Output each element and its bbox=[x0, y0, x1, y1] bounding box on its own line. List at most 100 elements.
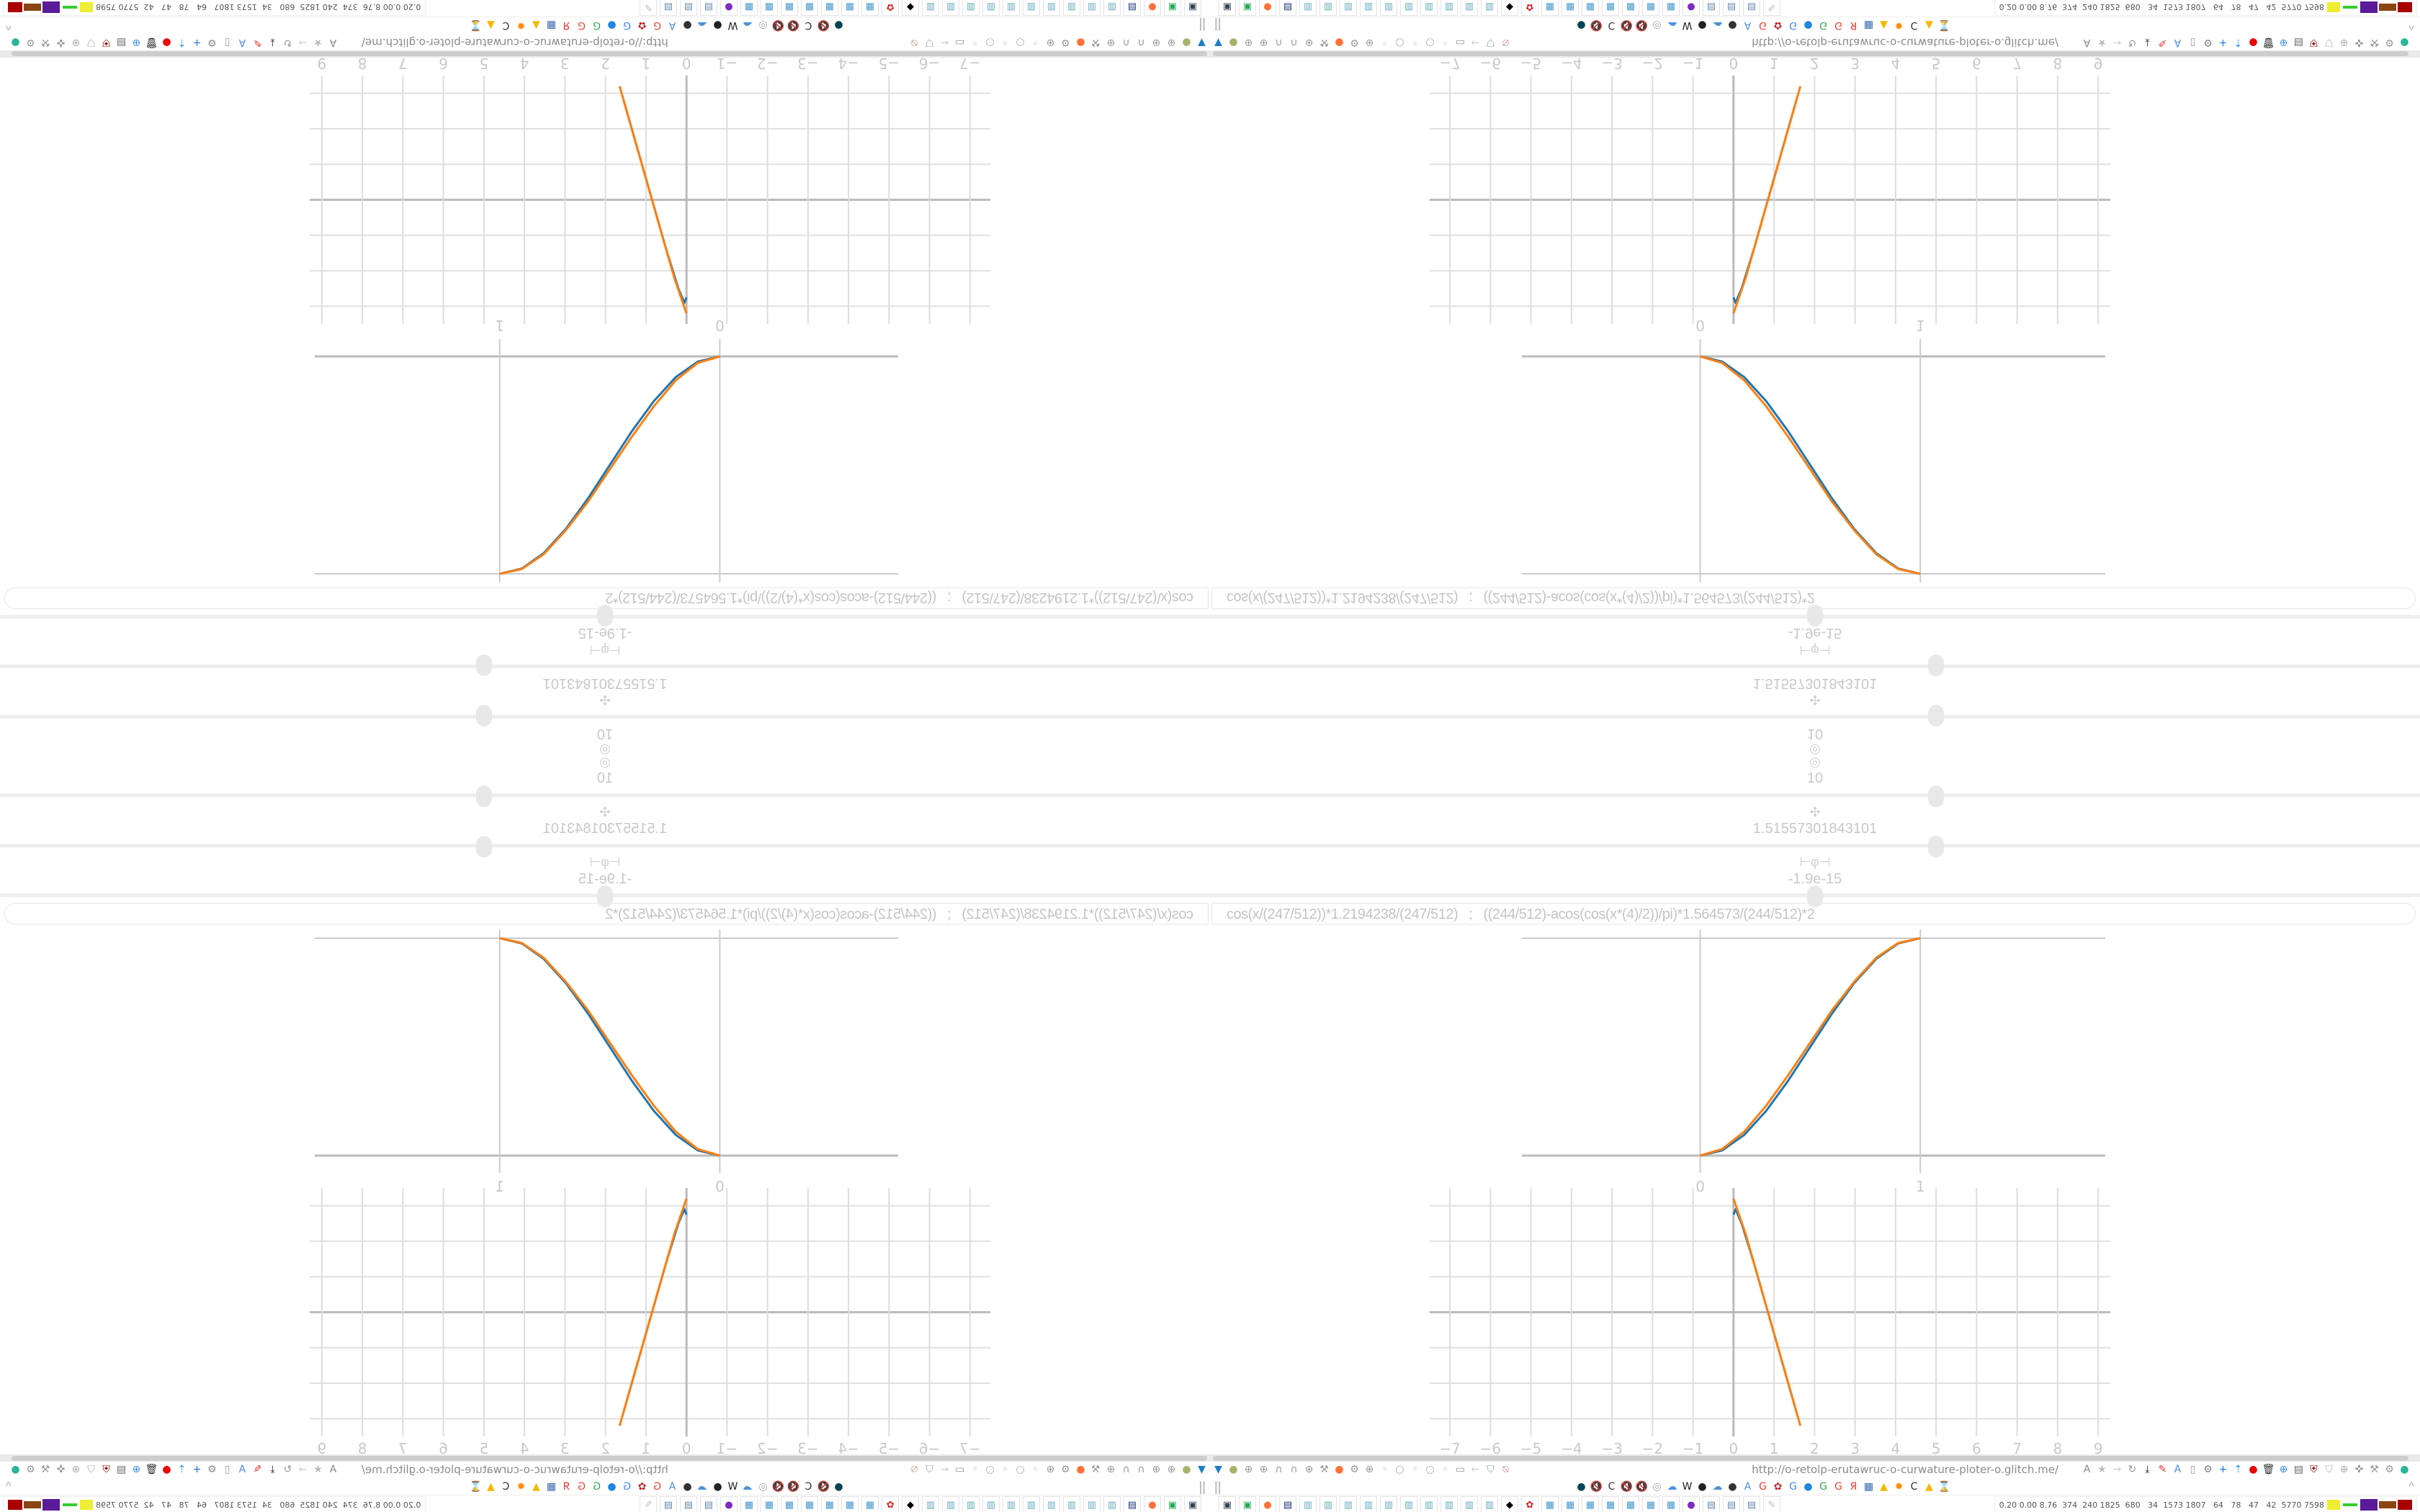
url-bar[interactable]: http://o-retolp-erutawruc-o-curwature-pl… bbox=[340, 36, 906, 50]
globe-icon[interactable]: ⊕ bbox=[1167, 1464, 1176, 1475]
paint-icon[interactable]: ✎ bbox=[1763, 0, 1780, 16]
headphones-icon[interactable]: ∩ bbox=[1275, 37, 1283, 48]
cc-icon[interactable]: C bbox=[1608, 19, 1615, 31]
calculator-icon[interactable]: ▦ bbox=[801, 1496, 818, 1512]
record-icon[interactable]: ● bbox=[2249, 37, 2258, 48]
globe-icon[interactable]: ⊕ bbox=[2279, 1464, 2288, 1475]
notepad-icon[interactable]: ▥ bbox=[1043, 0, 1060, 16]
pause-button[interactable]: || bbox=[1214, 18, 1222, 33]
yandex-icon[interactable]: Я bbox=[1850, 19, 1857, 31]
globe-icon[interactable]: ⊕ bbox=[1304, 37, 1314, 48]
circle-icon[interactable]: ○ bbox=[1425, 37, 1435, 48]
cloud-icon[interactable]: ☁ bbox=[1712, 1481, 1723, 1493]
tor-icon[interactable]: ● bbox=[1682, 1496, 1700, 1512]
settings-icon[interactable]: ⚙ bbox=[26, 1464, 35, 1475]
notepad-icon[interactable]: ▥ bbox=[1003, 1496, 1020, 1512]
gear-red-icon[interactable]: ✿ bbox=[1521, 0, 1538, 16]
tor-icon[interactable]: ● bbox=[720, 0, 738, 16]
notepad-icon[interactable]: ▥ bbox=[962, 1496, 980, 1512]
slider-0-knob[interactable] bbox=[476, 786, 492, 807]
google-icon[interactable]: G bbox=[1759, 19, 1767, 31]
circle-icon[interactable]: ○ bbox=[1425, 1464, 1435, 1475]
url-bar[interactable]: http://o-retolp-erutawruc-o-curwature-pl… bbox=[1514, 36, 2080, 50]
mute-icon[interactable]: 🔇 bbox=[1590, 19, 1603, 31]
cc-icon[interactable]: C bbox=[805, 1481, 812, 1493]
settings-icon[interactable]: ⚙ bbox=[26, 37, 35, 48]
extension-green-icon[interactable]: ● bbox=[1229, 1464, 1238, 1475]
user-blocked-icon[interactable]: ⍉ bbox=[911, 1464, 918, 1475]
grid-icon[interactable]: ▦ bbox=[1863, 1481, 1874, 1493]
hourglass-icon[interactable]: ⌛ bbox=[1937, 19, 1951, 31]
calculator-icon[interactable]: ▦ bbox=[821, 1496, 838, 1512]
calculator-icon[interactable]: ▦ bbox=[1561, 0, 1579, 16]
calculator-icon[interactable]: ▦ bbox=[1622, 1496, 1639, 1512]
reload-icon[interactable]: ↻ bbox=[2128, 37, 2137, 48]
calculator-icon[interactable]: ▦ bbox=[781, 0, 798, 16]
plus-icon[interactable]: + bbox=[2218, 1464, 2228, 1475]
firefox-icon[interactable]: ● bbox=[1144, 1496, 1161, 1512]
headphones-icon[interactable]: ∩ bbox=[1137, 37, 1145, 48]
wrench-icon[interactable]: ⚒ bbox=[2370, 37, 2379, 48]
notepad-icon[interactable]: ▥ bbox=[1481, 0, 1498, 16]
cloud-icon[interactable]: ☁ bbox=[1712, 19, 1723, 31]
google-icon[interactable]: G bbox=[1819, 19, 1827, 31]
status-dot-icon[interactable]: ● bbox=[2400, 37, 2409, 48]
translate-icon[interactable]: A bbox=[2083, 37, 2091, 48]
globe-icon[interactable]: ⊕ bbox=[1152, 1464, 1161, 1475]
gear-icon[interactable]: ⚙ bbox=[1350, 37, 1359, 48]
globe-icon[interactable]: ⊕ bbox=[2339, 1464, 2349, 1475]
puzzle-icon[interactable]: ✜ bbox=[56, 1464, 66, 1475]
dot-icon[interactable]: ◦ bbox=[972, 37, 978, 48]
notepad-icon[interactable]: ▥ bbox=[1083, 0, 1101, 16]
wave-icon[interactable]: ● bbox=[1698, 19, 1707, 31]
gear-icon[interactable]: ⚙ bbox=[207, 1464, 217, 1475]
notepad-icon[interactable]: ▥ bbox=[1319, 0, 1337, 16]
notepad-icon[interactable]: ▥ bbox=[1420, 1496, 1438, 1512]
mute-icon[interactable]: 🔇 bbox=[817, 19, 830, 31]
sun-icon[interactable]: ✹ bbox=[1894, 19, 1904, 31]
globe-icon[interactable]: ⊕ bbox=[1046, 37, 1055, 48]
notepad-icon[interactable]: ▥ bbox=[1340, 0, 1357, 16]
slider-0-knob[interactable] bbox=[1928, 786, 1944, 807]
slider-1-track[interactable] bbox=[0, 844, 1210, 847]
url-text[interactable]: http://o-retolp-erutawruc-o-curwature-pl… bbox=[362, 36, 668, 50]
ublock-icon[interactable]: ⛨ bbox=[102, 37, 110, 48]
cloud-icon[interactable]: ☁ bbox=[697, 1481, 708, 1493]
google-icon[interactable]: G bbox=[1789, 19, 1797, 31]
globe-icon[interactable]: ⊕ bbox=[1259, 37, 1268, 48]
slider-0-track[interactable] bbox=[1210, 715, 2420, 719]
flower-icon[interactable]: ✿ bbox=[1773, 19, 1783, 31]
formula-input[interactable]: cos(x/(247/512))*1.2194238/(247/512) ; (… bbox=[1211, 588, 2416, 609]
wrench-icon[interactable]: ⚒ bbox=[41, 1464, 50, 1475]
plus-icon[interactable]: + bbox=[192, 1464, 202, 1475]
archive-icon[interactable]: ▤ bbox=[116, 1464, 127, 1475]
terminal-icon[interactable]: ▣ bbox=[1239, 0, 1256, 16]
headphones-icon[interactable]: ∩ bbox=[1290, 37, 1298, 48]
drop-icon[interactable]: ● bbox=[607, 1481, 617, 1493]
upload-icon[interactable]: ⇡ bbox=[2233, 37, 2243, 48]
slider-1-track[interactable] bbox=[1210, 844, 2420, 847]
headphones-icon[interactable]: ∩ bbox=[1122, 1464, 1130, 1475]
slider-2-knob[interactable] bbox=[1807, 886, 1823, 907]
globe-icon[interactable]: ⊕ bbox=[1365, 1464, 1374, 1475]
star-icon[interactable]: ★ bbox=[313, 37, 323, 48]
trash-icon[interactable]: 🗑 bbox=[2262, 37, 2275, 48]
monitor-icon[interactable]: ▣ bbox=[1219, 1496, 1236, 1512]
plus-icon[interactable]: + bbox=[192, 37, 202, 48]
globe-icon[interactable]: ⊕ bbox=[1365, 37, 1374, 48]
globe-icon[interactable]: ⊕ bbox=[1244, 37, 1253, 48]
scroll-icon[interactable]: ▤ bbox=[1723, 1496, 1740, 1512]
calculator-icon[interactable]: ▦ bbox=[1642, 1496, 1659, 1512]
wrench-icon[interactable]: ⚒ bbox=[1091, 37, 1101, 48]
gear-red-icon[interactable]: ✿ bbox=[1521, 1496, 1538, 1512]
tor-icon[interactable]: ● bbox=[1682, 0, 1700, 16]
wave-icon[interactable]: ● bbox=[713, 19, 722, 31]
firefox-icon[interactable]: ● bbox=[1076, 37, 1085, 48]
folder-icon[interactable]: ▭ bbox=[1455, 1464, 1466, 1475]
calculator-icon[interactable]: ▦ bbox=[740, 0, 758, 16]
notepad-icon[interactable]: ▥ bbox=[1299, 1496, 1317, 1512]
filter-icon[interactable]: ▼ bbox=[1198, 1464, 1206, 1475]
translate-icon[interactable]: A bbox=[668, 19, 676, 31]
trash-icon[interactable]: 🗑 bbox=[145, 1464, 158, 1475]
image-icon[interactable]: ▲ bbox=[532, 19, 540, 31]
